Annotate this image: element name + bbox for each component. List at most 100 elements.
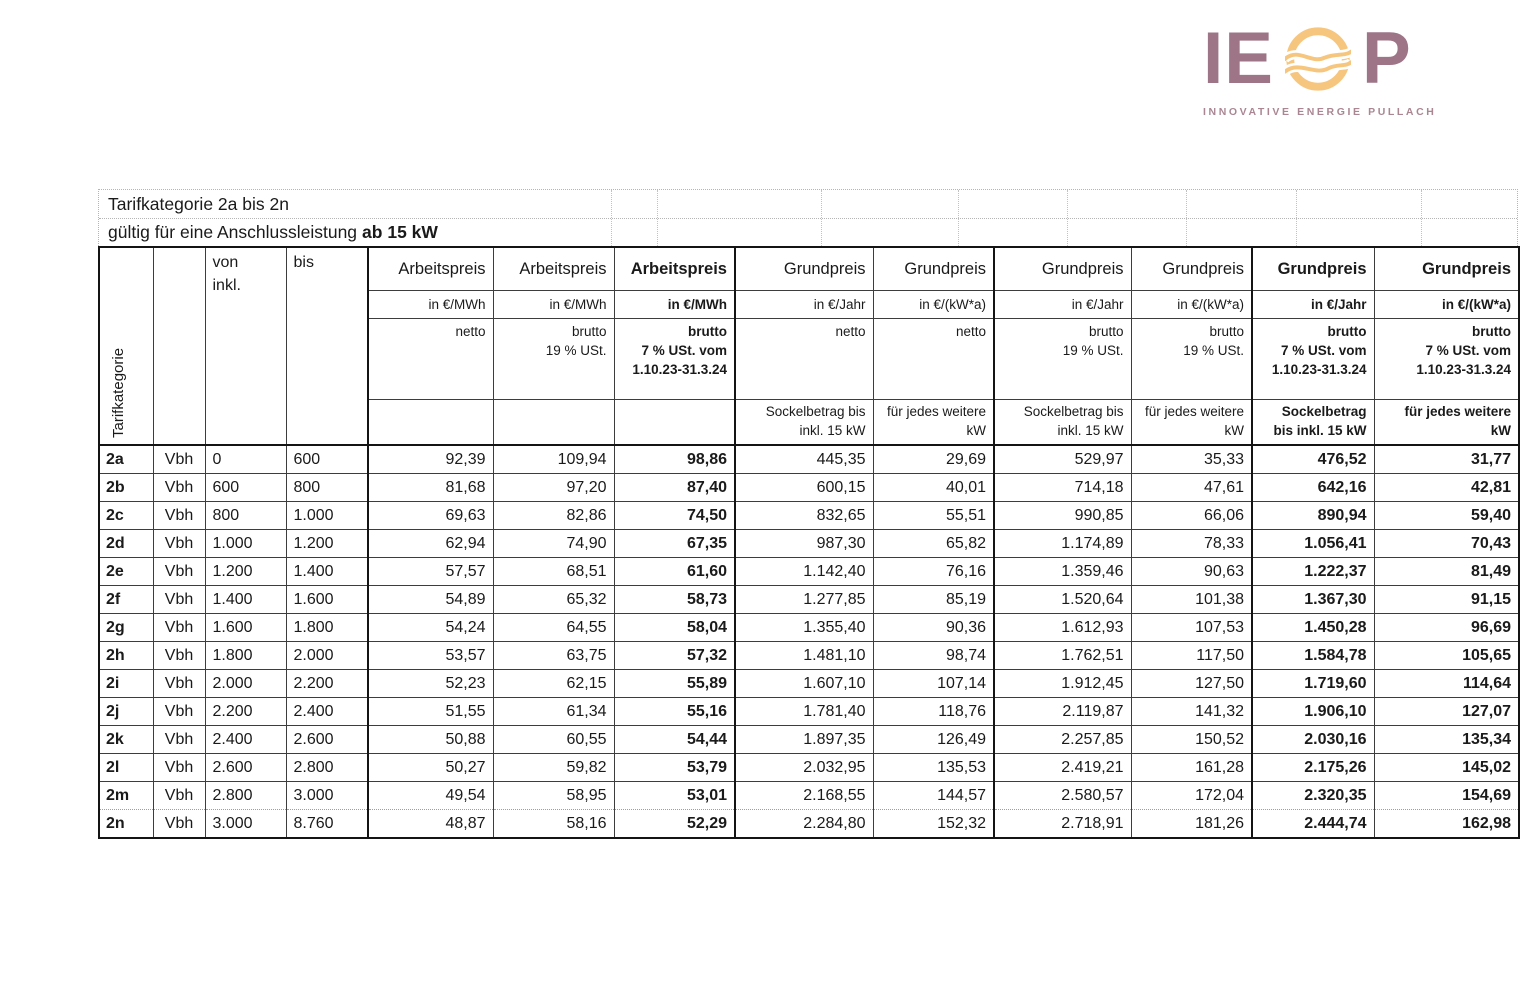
price-cell: 990,85 [993,501,1132,530]
table-row: 2m Vbh 2.800 3.000 49,54 58,95 53,01 2.168,55 14… [98,781,1520,810]
price-cell: 126,49 [872,725,995,754]
gridline [821,190,822,246]
von-cell: 0 [204,444,287,474]
price-cell: 1.719,60 [1251,669,1375,698]
price-col-tax: netto [734,318,874,400]
price-cell: 29,69 [872,444,995,474]
price-cell: 135,34 [1373,725,1520,754]
price-cell: 1.912,45 [993,669,1132,698]
price-cell: 53,57 [367,641,494,670]
price-cell: 51,55 [367,697,494,726]
row-key-cell: 2l [98,753,154,782]
price-cell: 65,32 [492,585,615,614]
price-cell: 62,15 [492,669,615,698]
unit-header-cell [152,246,206,446]
row-key-cell: 2h [98,641,154,670]
price-cell: 2.030,16 [1251,725,1375,754]
price-col-title: Grundpreis [1251,246,1375,291]
price-col-title: Arbeitspreis [613,246,736,291]
price-cell: 1.612,93 [993,613,1132,642]
price-cell: 50,27 [367,753,494,782]
row-key-cell: 2b [98,473,154,502]
price-col-note: für jedes weitere kW [872,399,995,446]
price-col-unit: in €/MWh [492,290,615,319]
price-col-title: Grundpreis [1130,246,1253,291]
price-cell: 67,35 [613,529,736,558]
price-cell: 61,34 [492,697,615,726]
price-col-tax: netto [872,318,995,400]
price-cell: 642,16 [1251,473,1375,502]
bis-cell: 800 [285,473,369,502]
price-cell: 1.277,85 [734,585,874,614]
price-cell: 57,32 [613,641,736,670]
price-cell: 162,98 [1373,809,1520,839]
table-row: 2e Vbh 1.200 1.400 57,57 68,51 61,60 1.142,40 76… [98,557,1520,586]
logo-text-ie: IE [1203,18,1274,99]
price-cell: 1.367,30 [1251,585,1375,614]
vbh-cell: Vbh [152,725,206,754]
tariff-sheet: Tarifkategorie 2a bis 2n gültig für eine… [98,189,1520,839]
price-cell: 107,14 [872,669,995,698]
vbh-cell: Vbh [152,809,206,839]
price-cell: 63,75 [492,641,615,670]
price-cell: 55,51 [872,501,995,530]
vbh-cell: Vbh [152,557,206,586]
price-cell: 107,53 [1130,613,1253,642]
price-cell: 59,82 [492,753,615,782]
vbh-cell: Vbh [152,473,206,502]
price-cell: 1.174,89 [993,529,1132,558]
price-cell: 97,20 [492,473,615,502]
vbh-cell: Vbh [152,501,206,530]
price-cell: 2.718,91 [993,809,1132,839]
price-cell: 1.584,78 [1251,641,1375,670]
price-cell: 2.119,87 [993,697,1132,726]
price-col-title: Arbeitspreis [367,246,494,291]
row-key-cell: 2g [98,613,154,642]
price-cell: 529,97 [993,444,1132,474]
price-cell: 55,16 [613,697,736,726]
von-header-cell: von inkl. [204,246,287,446]
bis-cell: 3.000 [285,781,369,810]
price-cell: 2.320,35 [1251,781,1375,810]
bis-cell: 2.800 [285,753,369,782]
logo-subtitle: INNOVATIVE ENERGIE PULLACH [1203,106,1437,119]
logo-text-p: P [1361,18,1412,99]
price-cell: 57,57 [367,557,494,586]
price-cell: 101,38 [1130,585,1253,614]
price-col-unit: in €/MWh [367,290,494,319]
price-cell: 2.032,95 [734,753,874,782]
sheet-subtitle: gültig für eine Anschlussleistung ab 15 … [108,222,438,242]
price-cell: 58,95 [492,781,615,810]
price-cell: 114,64 [1373,669,1520,698]
row-key-cell: 2a [98,444,154,474]
bis-cell: 1.400 [285,557,369,586]
price-cell: 144,57 [872,781,995,810]
gridline [1421,190,1422,246]
bis-cell: 8.760 [285,809,369,839]
price-cell: 1.142,40 [734,557,874,586]
price-cell: 52,29 [613,809,736,839]
price-cell: 76,16 [872,557,995,586]
price-cell: 81,68 [367,473,494,502]
vbh-cell: Vbh [152,781,206,810]
price-cell: 2.168,55 [734,781,874,810]
row-key-cell: 2n [98,809,154,839]
price-cell: 714,18 [993,473,1132,502]
von-cell: 800 [204,501,287,530]
price-cell: 70,43 [1373,529,1520,558]
price-cell: 1.481,10 [734,641,874,670]
price-col-unit: in €/MWh [613,290,736,319]
price-cell: 54,44 [613,725,736,754]
vbh-cell: Vbh [152,444,206,474]
table-row: 2a Vbh 0 600 92,39 109,94 98,86 445,35 29,69 529,… [98,444,1520,474]
price-cell: 82,86 [492,501,615,530]
price-cell: 181,26 [1130,809,1253,839]
price-col-note: Sockelbetrag bis inkl. 15 kW [734,399,874,446]
price-cell: 98,86 [613,444,736,474]
row-key-cell: 2d [98,529,154,558]
price-col-note [492,399,615,446]
price-cell: 445,35 [734,444,874,474]
price-cell: 1.359,46 [993,557,1132,586]
row-key-cell: 2f [98,585,154,614]
table-row: 2k Vbh 2.400 2.600 50,88 60,55 54,44 1.897,35 12… [98,725,1520,754]
